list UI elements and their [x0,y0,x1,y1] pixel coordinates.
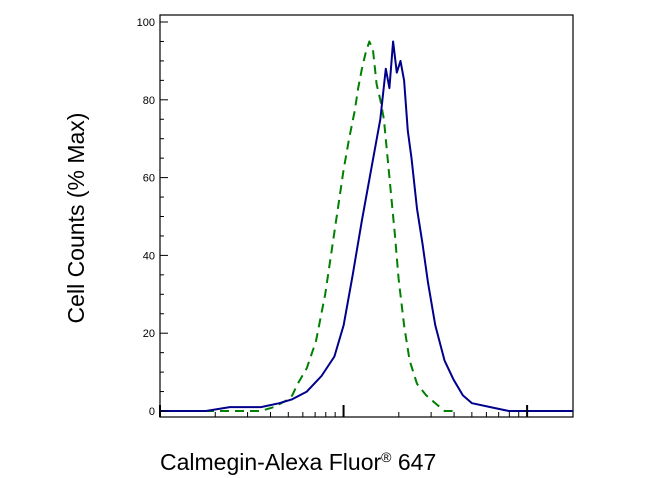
series-line-2 [160,40,573,412]
y-tick-label: 20 [143,328,155,340]
series-layer [160,40,573,412]
y-tick-label: 60 [143,173,155,185]
x-axis-title-tail: 647 [391,449,436,475]
y-tick-label: 0 [149,406,155,418]
x-axis-title-superscript: ® [381,449,392,465]
series-line-1 [160,40,454,412]
plot-border [159,14,574,418]
plot-frame [159,14,574,418]
y-axis-title: Cell Counts (% Max) [63,113,89,324]
y-tick-label: 100 [137,17,155,29]
x-axis-title: Calmegin-Alexa Fluor® 647 [160,449,436,475]
x-ticks [159,405,529,417]
y-tick-label: 40 [143,250,155,262]
x-axis-title-main: Calmegin-Alexa Fluor [160,449,381,475]
y-ticks: 0 20 40 60 80 100 [137,17,168,418]
y-tick-label: 80 [143,95,155,107]
